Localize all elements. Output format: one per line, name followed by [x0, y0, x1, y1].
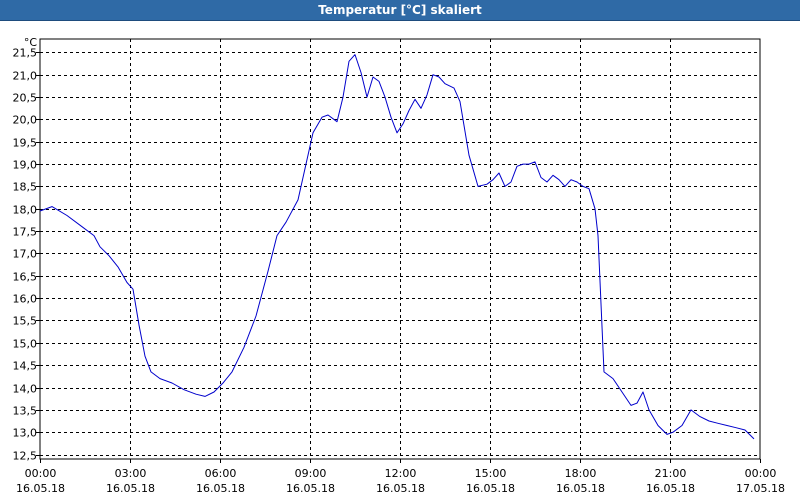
- x-tick-date-label: 16.05.18: [16, 482, 65, 495]
- y-tick-label: 21,0: [13, 70, 38, 83]
- y-tick-label: 21,5: [13, 47, 38, 60]
- y-axis-unit-label: °C: [24, 36, 38, 49]
- x-tick-time-label: 06:00: [205, 467, 237, 480]
- chart-title-bar: Temperatur [°C] skaliert: [0, 0, 800, 21]
- x-tick-date-label: 16.05.18: [646, 482, 695, 495]
- y-tick-label: 15,0: [13, 338, 38, 351]
- x-tick-date-label: 17.05.18: [736, 482, 785, 495]
- chart-area: 12,5 13,0 13,5 14,0 14,5 15,0 15,5 16,0 16,5 17,0…: [0, 21, 800, 500]
- y-tick-label: 14,5: [13, 360, 38, 373]
- x-tick-date-label: 16.05.18: [466, 482, 515, 495]
- y-tick-label: 16,5: [13, 271, 38, 284]
- y-tick-label: 20,5: [13, 92, 38, 105]
- chart-title: Temperatur [°C] skaliert: [318, 3, 482, 17]
- y-tick-label: 19,0: [13, 159, 38, 172]
- temperature-series-line: [39, 54, 755, 440]
- y-tick-label: 18,5: [13, 181, 38, 194]
- x-tick-time-label: 09:00: [295, 467, 327, 480]
- x-tick-date-label: 16.05.18: [376, 482, 425, 495]
- y-tick-label: 16,0: [13, 293, 38, 306]
- series-group: [39, 54, 755, 440]
- y-tick-label: 13,5: [13, 405, 38, 418]
- x-tick-date-label: 16.05.18: [196, 482, 245, 495]
- x-tick-time-label: 15:00: [475, 467, 507, 480]
- y-tick-label: 17,5: [13, 226, 38, 239]
- x-tick-time-label: 00:00: [745, 467, 777, 480]
- y-tick-label: 14,0: [13, 383, 38, 396]
- x-tick-time-label: 12:00: [385, 467, 417, 480]
- grid-lines: [40, 39, 760, 459]
- x-tick-time-label: 21:00: [655, 467, 687, 480]
- y-tick-label: 15,5: [13, 315, 38, 328]
- y-tick-label: 13,0: [13, 427, 38, 440]
- y-tick-label: 17,0: [13, 248, 38, 261]
- x-tick-time-label: 03:00: [115, 467, 147, 480]
- x-axis: 00:00 16.05.18 03:00 16.05.18 06:00 16.05.18 0…: [16, 459, 785, 495]
- x-tick-date-label: 16.05.18: [106, 482, 155, 495]
- x-tick-date-label: 16.05.18: [286, 482, 335, 495]
- y-axis: 12,5 13,0 13,5 14,0 14,5 15,0 15,5 16,0 16,5 17,0…: [13, 36, 40, 463]
- y-tick-label: 19,5: [13, 137, 38, 150]
- y-tick-label: 20,0: [13, 114, 38, 127]
- temperature-chart: 12,5 13,0 13,5 14,0 14,5 15,0 15,5 16,0 16,5 17,0…: [13, 36, 785, 495]
- y-tick-label: 18,0: [13, 204, 38, 217]
- x-tick-time-label: 00:00: [25, 467, 57, 480]
- x-tick-date-label: 16.05.18: [556, 482, 605, 495]
- y-tick-label: 12,5: [13, 450, 38, 463]
- x-tick-time-label: 18:00: [565, 467, 597, 480]
